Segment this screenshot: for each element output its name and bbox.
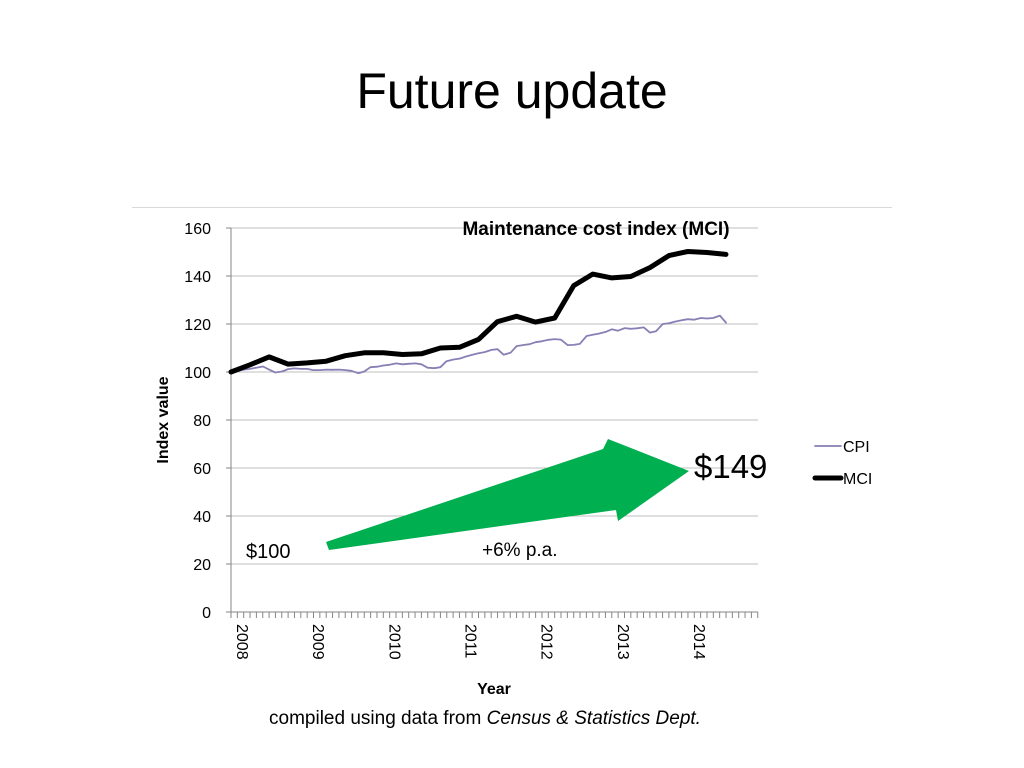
x-tick-label: 2010: [385, 624, 402, 660]
end-value-label: $149: [694, 448, 767, 485]
footer-prefix: compiled using data from: [269, 708, 487, 729]
start-value-label: $100: [246, 541, 291, 563]
series-line-cpi: [230, 314, 727, 375]
annotations: $100 +6% p.a. $149: [246, 439, 767, 563]
y-tick-label: 0: [202, 605, 211, 622]
x-axis-label: Year: [477, 681, 511, 698]
y-tick-label: 60: [193, 461, 211, 478]
y-tick-label: 120: [184, 317, 211, 334]
y-tick-label: 140: [184, 269, 211, 286]
x-tick-label: 2013: [614, 624, 631, 660]
legend: CPI MCI: [812, 439, 872, 488]
y-tick-label: 100: [184, 365, 211, 382]
chart-area: 0 20 40 60 80 100 120 140 160 2008 2009 2010 2011 201…: [132, 207, 892, 703]
x-tick-label: 2011: [461, 624, 478, 659]
x-tick-label: 2014: [690, 624, 707, 660]
x-tick-label: 2012: [538, 624, 555, 660]
chart-title: Maintenance cost index (MCI): [462, 219, 729, 240]
series-lines: [228, 249, 729, 375]
y-tick-label: 80: [193, 413, 211, 430]
legend-label-mci: MCI: [843, 471, 872, 488]
y-axis-label: Index value: [155, 376, 172, 463]
slide-title: Future update: [356, 63, 668, 119]
x-tick-label: 2009: [309, 624, 326, 660]
series-line-mci: [228, 249, 729, 375]
y-tick-label: 20: [193, 557, 211, 574]
y-tick-label: 40: [193, 509, 211, 526]
growth-arrow: [326, 439, 689, 550]
footer-source: Census & Statistics Dept.: [486, 708, 701, 729]
y-tick-label: 160: [184, 221, 211, 238]
growth-rate-label: +6% p.a.: [482, 540, 558, 561]
line-chart: 0 20 40 60 80 100 120 140 160 2008 2009 2010 2011 201…: [155, 219, 872, 698]
x-tick-label: 2008: [233, 624, 250, 660]
legend-label-cpi: CPI: [843, 439, 870, 456]
source-footer: compiled using data from Census & Statis…: [0, 708, 970, 730]
axes: 0 20 40 60 80 100 120 140 160 2008 2009 2010 2011 201…: [184, 221, 759, 660]
